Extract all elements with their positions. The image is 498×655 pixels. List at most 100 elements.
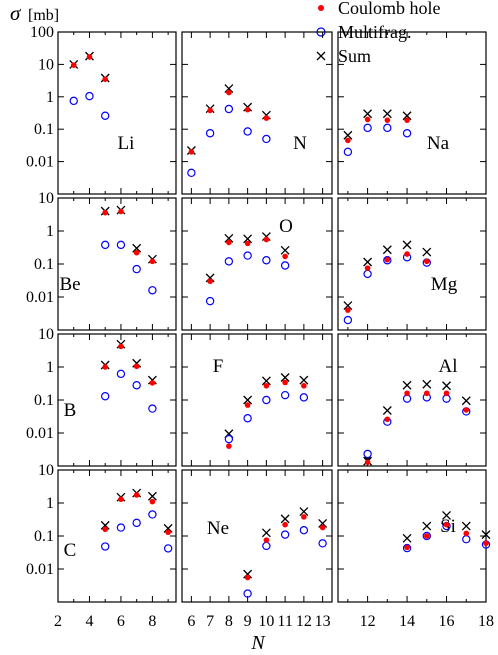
sum-point [343,301,353,311]
multifrag-point [299,393,309,402]
sum-point [442,381,451,391]
panel-frame [337,31,487,195]
multifrag-point [243,414,252,423]
coulomb-point [133,363,140,370]
multifrag-point [318,539,327,548]
sum-point [261,528,271,538]
sum-point [402,240,412,250]
coulomb-point [165,529,171,536]
element-label: Ne [207,518,229,539]
multifrag-point [402,394,412,403]
coulomb-point [424,390,430,397]
multifrag-point [132,518,141,528]
multifrag-point [262,134,271,144]
panel-li: Li [57,31,177,195]
sum-point [343,130,353,140]
multifrag-point [100,542,110,551]
element-label: O [279,216,293,237]
multifrag-point [243,589,252,598]
multifrag-point [148,404,157,413]
y-tick-label: 0.01 [26,561,54,578]
multifrag-point [100,240,110,250]
coulomb-point [149,258,156,265]
coulomb-point [319,524,326,531]
panel-o: O [181,197,333,331]
sum-point [382,406,392,415]
coulomb-point [364,116,371,123]
multifrag-point [299,525,309,535]
panel-frame [181,31,333,195]
panel-frame [181,333,333,467]
sum-point [318,518,328,528]
y-tick-label: 10 [38,326,54,343]
panel-f: F [181,333,333,467]
coulomb-point [226,443,232,449]
multifrag-point [224,104,234,114]
coulomb-point [207,278,213,285]
multifrag-point [280,261,290,270]
x-tick-label: 12 [360,613,376,630]
coulomb-point [364,265,371,271]
sum-point [280,245,290,255]
multifrag-point [280,390,290,400]
sum-point [280,373,290,382]
legend-item: Coulomb hole [318,0,441,18]
coulomb-point [102,209,108,216]
coulomb-point [443,521,450,528]
sum-point [363,257,373,267]
multifrag-point [224,434,234,444]
coulomb-point [404,390,410,397]
panel-frame [337,197,487,331]
sum-point [402,111,412,121]
coulomb-point [384,256,391,263]
multifrag-point [243,127,252,136]
y-tick-label: 10 [38,190,54,207]
y-tick-label: 0.1 [34,528,54,545]
coulomb-point [404,544,410,551]
sum-point [382,109,392,119]
coulomb-point [263,236,270,243]
coulomb-point [207,107,213,114]
element-label: N [293,133,307,154]
coulomb-point [282,379,288,386]
sum-point [280,514,290,524]
x-tick-label: 2 [54,613,62,630]
element-label: Li [118,133,135,154]
multifrag-point [402,543,412,553]
x-tick-label: 6 [187,613,195,630]
legend-item: Sum [316,46,371,66]
multifrag-point [100,111,110,120]
x-tick-label: 10 [258,613,274,630]
multifrag-point [262,256,271,265]
multifrag-point [363,123,372,133]
multifrag-point [363,449,372,459]
sum-point [243,234,253,244]
coulomb-point [226,239,232,246]
coulomb-point [301,514,307,520]
legend-label: Coulomb hole [338,0,441,18]
y-tick-label: 0.1 [34,392,54,409]
multifrag-point [243,251,252,260]
coulomb-point [188,149,195,155]
sum-point [382,245,392,255]
multifrag-point [442,394,451,403]
coulomb-point [424,533,430,539]
y-tick-labels: 0.01 0.1 1 10 100 0.01 0.1 1 10 0.01 0.1 1 10 0.01 0.1… [26,24,54,578]
y-tick-label: 0.01 [26,289,54,306]
panel-frame [57,197,177,331]
panel-si: Si [337,469,491,603]
multifrag-point [205,296,215,306]
multifrag-point [280,530,290,539]
x-tick-label: 11 [277,613,292,630]
coulomb-point [463,530,470,537]
element-label: Na [427,133,450,154]
coulomb-point [244,106,251,113]
y-axis-title: σ [mb] [10,1,59,25]
sum-point [363,109,373,119]
coulomb-point [282,253,288,260]
sum-point [461,396,471,406]
multifrag-point [148,286,157,295]
multifrag-point [343,315,353,325]
coulomb-point [149,498,156,505]
